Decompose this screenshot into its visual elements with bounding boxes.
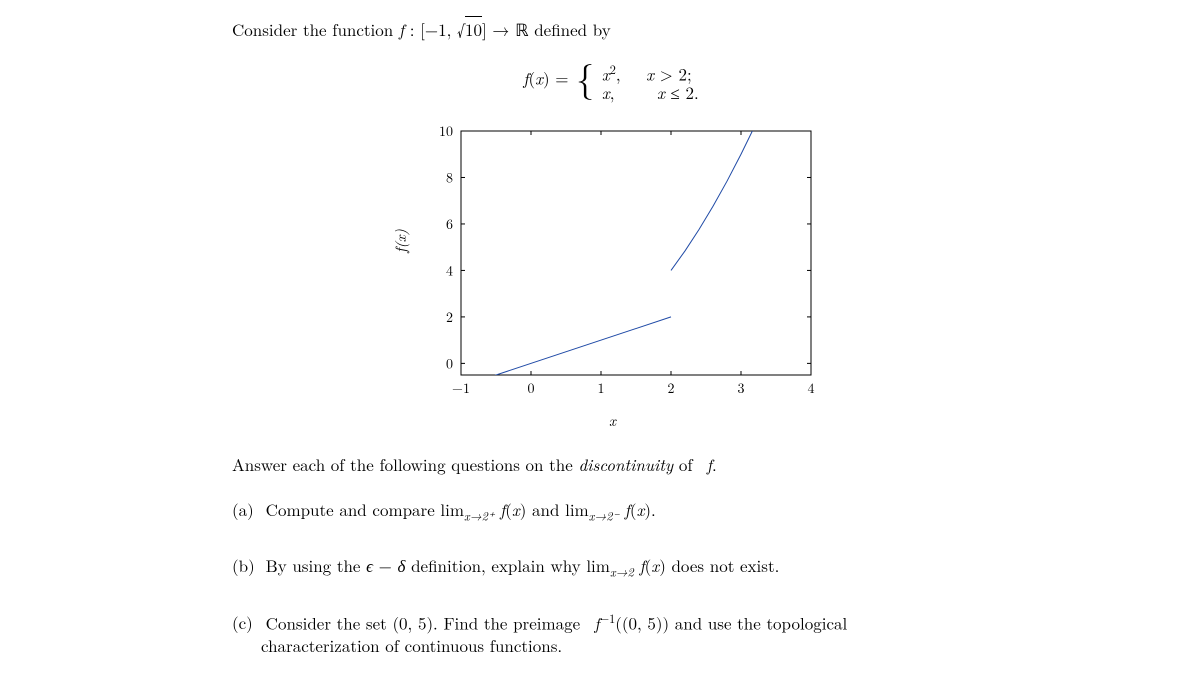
after-it: discontinuity xyxy=(578,452,673,476)
svg-text:−1: −1 xyxy=(452,378,470,398)
display-eq: f(x) = { x2, x > 2; x, x ≤ 2. xyxy=(232,61,990,101)
qb-t1: By using the ϵ − δ definition, explain w… xyxy=(266,553,610,577)
tag-c: (c) xyxy=(232,611,260,634)
qa-sub1: x→2⁺ xyxy=(464,506,494,524)
fn-domain: f xyxy=(399,17,404,41)
qc-2: characterization of continuous functions… xyxy=(232,633,562,657)
tag-b: (b) xyxy=(232,554,260,577)
x-axis-label: x xyxy=(609,411,616,431)
after-a: Answer each of the following questions o… xyxy=(232,452,578,476)
qc-1b: ((0, 5)) and use the topological xyxy=(615,610,847,634)
svg-text:6: 6 xyxy=(446,214,453,234)
fn-domain2: : [−1, √10] → ℝ xyxy=(410,17,529,41)
qb-sub: x→2 xyxy=(610,562,634,580)
qa-end: f(x). xyxy=(625,497,656,521)
part-b: (b) By using the ϵ − δ definition, expla… xyxy=(232,554,990,580)
qa-sub2: x→2⁻ xyxy=(589,506,619,524)
qc-sup: −1 xyxy=(600,609,616,627)
qc-1a: Consider the set (0, 5). Find the preima… xyxy=(266,610,600,634)
svg-text:1: 1 xyxy=(598,378,605,398)
intro-line: Consider the function f : [−1, √10] → ℝ … xyxy=(232,18,990,41)
y-axis-label: f(x) xyxy=(391,229,411,253)
intro-a: Consider the function xyxy=(232,17,399,41)
part-a: (a) Compute and compare limx→2⁺ f(x) and… xyxy=(232,498,990,524)
svg-text:0: 0 xyxy=(446,353,453,373)
qb-end: f(x) does not exist. xyxy=(639,553,779,577)
intro-b: defined by xyxy=(534,17,611,41)
chart-svg: −1 0 1 2 3 4 0 2 4 6 8 10 xyxy=(401,123,821,403)
svg-text:4: 4 xyxy=(808,378,815,398)
after-line: Answer each of the following questions o… xyxy=(232,453,990,476)
lhs: f xyxy=(523,66,528,90)
brace-icon: { xyxy=(576,51,594,102)
tag-a: (a) xyxy=(232,498,260,521)
part-c: (c) Consider the set (0, 5). Find the pr… xyxy=(232,610,990,658)
svg-text:2: 2 xyxy=(668,378,675,398)
svg-text:2: 2 xyxy=(446,307,453,327)
cases: x2, x > 2; x, x ≤ 2. xyxy=(602,61,699,101)
svg-text:4: 4 xyxy=(446,260,453,280)
figure: f(x) −1012340246810 x xyxy=(401,123,821,425)
svg-text:10: 10 xyxy=(439,123,453,141)
svg-text:3: 3 xyxy=(738,378,745,398)
after-b: of f. xyxy=(673,452,717,476)
qa-t1: Compute and compare lim xyxy=(266,497,464,521)
svg-text:0: 0 xyxy=(528,378,535,398)
qa-mid: f(x) and lim xyxy=(500,497,589,521)
svg-text:8: 8 xyxy=(446,167,453,187)
page: Consider the function f : [−1, √10] → ℝ … xyxy=(0,0,1200,674)
